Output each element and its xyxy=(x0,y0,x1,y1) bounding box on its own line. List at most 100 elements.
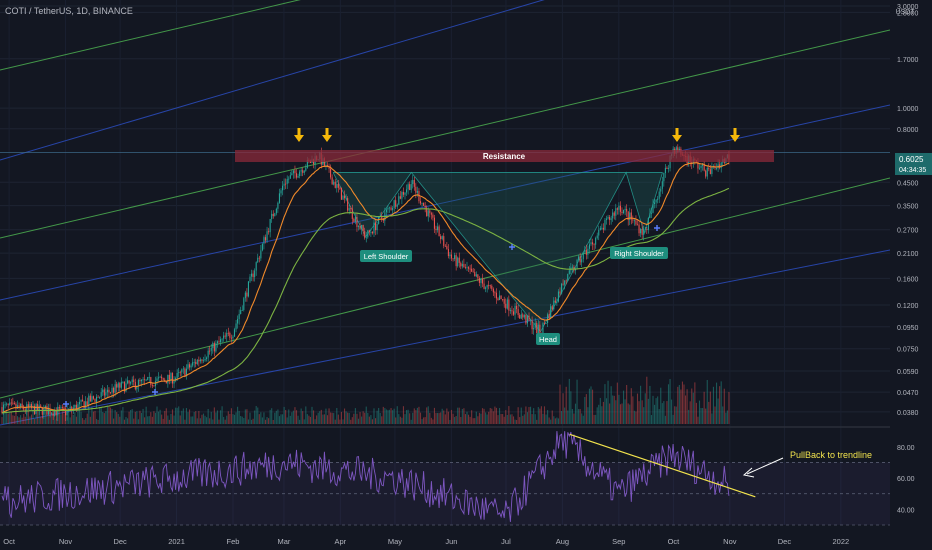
volume-bar xyxy=(316,415,318,424)
volume-bar xyxy=(367,412,369,424)
price-tick-label: 0.0950 xyxy=(897,325,919,332)
volume-bar xyxy=(342,419,344,424)
price-tick-label: 0.3500 xyxy=(897,204,919,211)
volume-bar xyxy=(337,414,339,424)
volume-bar xyxy=(6,410,8,424)
candle-body xyxy=(601,227,603,229)
ema-line xyxy=(1,162,730,414)
volume-bar xyxy=(285,410,287,424)
candle-body xyxy=(97,396,99,398)
candle-body xyxy=(224,335,226,337)
volume-bar xyxy=(289,415,291,424)
candle-body xyxy=(618,205,620,210)
candle-body xyxy=(291,173,293,176)
volume-bar xyxy=(63,414,65,424)
volume-bar xyxy=(454,417,456,424)
candle-body xyxy=(244,292,246,299)
candle-body xyxy=(297,176,299,178)
candle-body xyxy=(592,242,594,245)
volume-bar xyxy=(108,406,110,424)
volume-bar xyxy=(726,410,728,424)
ma-line xyxy=(1,187,730,414)
volume-bar xyxy=(514,419,516,424)
candle-body xyxy=(184,368,186,377)
candle-body xyxy=(497,298,499,301)
volume-bar xyxy=(678,384,680,424)
volume-bar xyxy=(705,408,707,424)
volume-bar xyxy=(626,384,628,424)
volume-bar xyxy=(294,407,296,424)
volume-bar xyxy=(700,407,702,424)
channel-line xyxy=(0,104,891,301)
volume-bar xyxy=(412,412,414,424)
candle-body xyxy=(666,167,668,170)
candle-body xyxy=(593,244,595,246)
candle-body xyxy=(590,242,592,245)
volume-bar xyxy=(261,417,263,424)
candle-body xyxy=(619,205,621,212)
candle-body xyxy=(370,231,372,233)
volume-bar xyxy=(283,406,285,424)
volume-bar xyxy=(592,389,594,424)
candle-body xyxy=(168,374,170,380)
volume-bar xyxy=(716,382,718,424)
candle-body xyxy=(565,280,567,282)
candle-body xyxy=(99,396,101,398)
candle-body xyxy=(534,323,536,328)
price-tick-label: 0.0590 xyxy=(897,369,919,376)
volume-bar xyxy=(478,412,480,424)
volume-bar xyxy=(181,410,183,424)
volume-bar xyxy=(410,419,412,424)
candle-body xyxy=(654,202,656,204)
volume-bar xyxy=(557,418,559,424)
candle-body xyxy=(371,231,373,234)
candle-body xyxy=(282,185,284,191)
volume-bar xyxy=(176,407,178,424)
volume-bar xyxy=(207,409,209,424)
volume-bar xyxy=(503,416,505,424)
volume-bar xyxy=(123,419,125,424)
candle-body xyxy=(235,323,237,330)
volume-bar xyxy=(488,411,490,424)
volume-bar xyxy=(345,411,347,424)
volume-bar xyxy=(433,407,435,424)
volume-bar xyxy=(485,412,487,424)
candle-body xyxy=(88,395,90,406)
candle-body xyxy=(514,305,516,315)
candle-body xyxy=(461,264,463,267)
candle-body xyxy=(209,350,211,352)
candle-body xyxy=(125,383,127,392)
volume-bar xyxy=(210,411,212,424)
volume-bar xyxy=(559,384,561,424)
candle-body xyxy=(92,396,94,399)
volume-bar xyxy=(547,410,549,424)
volume-bar xyxy=(512,416,515,424)
volume-bar xyxy=(522,415,524,424)
volume-bar xyxy=(708,401,710,424)
volume-bar xyxy=(20,415,22,424)
left-shoulder-label: Left Shoulder xyxy=(364,252,409,261)
candle-body xyxy=(216,341,218,344)
volume-bar xyxy=(596,407,598,424)
volume-bar xyxy=(652,395,654,424)
candle-body xyxy=(433,217,435,229)
volume-bar xyxy=(347,412,349,424)
candle-body xyxy=(20,403,22,408)
volume-bar xyxy=(539,408,541,424)
candle-body xyxy=(519,314,521,319)
volume-bar xyxy=(723,388,725,424)
candle-body xyxy=(412,179,414,185)
candle-body xyxy=(336,184,338,188)
volume-bar xyxy=(537,407,539,424)
candle-body xyxy=(21,403,23,407)
price-countdown: 04:34:35 xyxy=(899,167,926,174)
currency-label: USDT xyxy=(895,9,915,16)
volume-bar xyxy=(677,386,679,424)
volume-bar xyxy=(37,407,39,424)
volume-bar xyxy=(300,408,302,424)
candle-body xyxy=(550,306,552,319)
volume-bar xyxy=(322,414,324,424)
candle-body xyxy=(60,407,62,409)
volume-bar xyxy=(579,409,581,424)
volume-bar xyxy=(44,407,46,424)
